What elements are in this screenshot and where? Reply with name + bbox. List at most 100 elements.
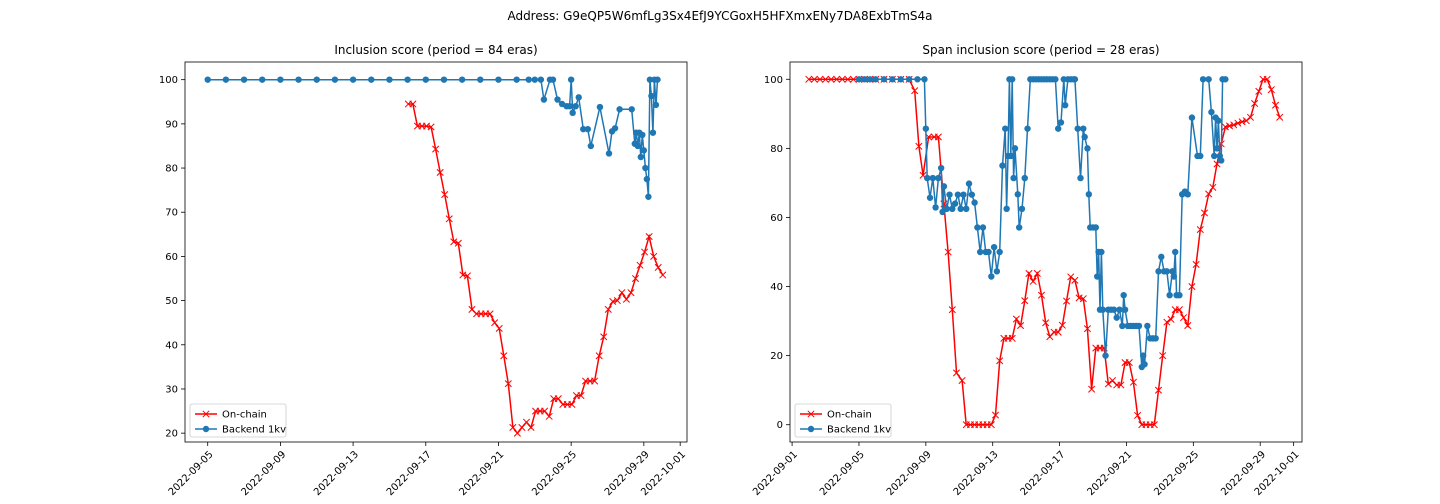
- data-point: [643, 175, 651, 183]
- data-point: [1221, 123, 1229, 131]
- data-point: [386, 76, 393, 83]
- data-point: [911, 87, 919, 95]
- data-point: [1246, 113, 1255, 121]
- y-tick-label: 60: [770, 213, 783, 224]
- data-point: [222, 76, 230, 83]
- data-point: [1116, 306, 1123, 313]
- data-point: [976, 248, 984, 256]
- x-tick-label: 2022-09-13: [952, 449, 1001, 498]
- data-point: [1104, 380, 1112, 388]
- data-point: [940, 183, 948, 190]
- data-point: [991, 411, 1000, 419]
- data-point: [649, 129, 657, 136]
- data-point: [313, 76, 320, 83]
- data-point: [1155, 268, 1162, 275]
- data-point: [504, 380, 512, 388]
- data-point: [1010, 174, 1017, 182]
- data-point: [491, 319, 499, 327]
- y-tick-label: 80: [165, 164, 178, 175]
- data-point: [641, 248, 649, 256]
- data-point: [932, 204, 939, 211]
- data-point: [518, 423, 526, 431]
- data-point: [1024, 125, 1031, 132]
- data-point: [277, 76, 284, 83]
- data-point: [1222, 76, 1229, 83]
- x-tick-label: 2022-09-13: [312, 449, 361, 498]
- data-point: [937, 164, 945, 172]
- data-point: [1113, 314, 1120, 321]
- data-point: [988, 273, 995, 280]
- data-point: [1054, 125, 1062, 132]
- data-point: [1077, 174, 1084, 182]
- data-point: [1008, 334, 1016, 342]
- data-point: [1211, 152, 1218, 160]
- data-point: [1196, 225, 1204, 234]
- x-tick-label: 2022-09-09: [239, 449, 288, 498]
- data-point: [1176, 291, 1183, 299]
- data-point: [513, 429, 521, 437]
- data-point: [349, 76, 357, 83]
- data-point: [880, 76, 888, 83]
- legend-marker: [202, 410, 210, 418]
- data-point: [654, 263, 662, 272]
- data-point: [509, 423, 517, 431]
- data-point: [627, 289, 635, 297]
- data-point: [458, 76, 466, 83]
- legend-label: On-chain: [827, 410, 872, 421]
- data-point: [549, 76, 557, 83]
- data-point: [404, 76, 411, 83]
- data-point: [1276, 113, 1284, 121]
- data-point: [259, 76, 266, 83]
- data-point: [654, 76, 661, 83]
- data-point: [954, 191, 962, 198]
- data-point: [1180, 314, 1188, 322]
- legend-label: Backend 1kv: [222, 425, 286, 436]
- data-point: [951, 200, 959, 207]
- data-point: [537, 76, 545, 83]
- legend-marker: [807, 410, 815, 418]
- data-point: [1071, 76, 1079, 83]
- data-point: [1021, 174, 1028, 182]
- legend-marker: [807, 425, 815, 433]
- data-point: [477, 76, 484, 83]
- data-point: [1208, 108, 1215, 116]
- axes-frame: [184, 61, 688, 443]
- data-point: [952, 369, 961, 377]
- x-tick-label: 2022-09-01: [751, 449, 800, 498]
- data-point: [1158, 253, 1165, 261]
- data-point: [985, 248, 992, 256]
- data-point: [204, 76, 211, 83]
- y-tick-label: 20: [770, 351, 783, 362]
- data-point: [1129, 378, 1137, 386]
- data-point: [1188, 114, 1196, 121]
- data-point: [575, 94, 582, 101]
- data-point: [500, 352, 508, 360]
- data-point: [1012, 315, 1020, 323]
- data-point: [996, 248, 1003, 256]
- data-point: [604, 305, 612, 313]
- data-point: [409, 100, 417, 108]
- data-point: [849, 75, 857, 83]
- data-point: [577, 392, 585, 400]
- y-tick-label: 50: [165, 296, 178, 307]
- data-point: [922, 125, 930, 132]
- data-point: [963, 205, 970, 213]
- y-tick-label: 40: [165, 340, 178, 351]
- data-point: [1083, 325, 1092, 333]
- data-point: [1169, 268, 1176, 275]
- data-point: [1242, 117, 1250, 125]
- data-point: [1015, 224, 1023, 231]
- data-point: [1251, 99, 1259, 108]
- data-point: [993, 268, 1001, 275]
- data-point: [1121, 306, 1129, 313]
- data-point: [1213, 145, 1221, 152]
- y-tick-label: 60: [165, 252, 178, 263]
- x-tick-label: 2022-09-05: [818, 449, 867, 498]
- data-point: [1209, 183, 1217, 191]
- data-point: [968, 191, 976, 198]
- data-point: [1184, 191, 1191, 198]
- y-tick-label: 20: [165, 429, 178, 440]
- data-point: [996, 357, 1004, 365]
- data-point: [921, 76, 928, 83]
- y-tick-label: 40: [770, 282, 783, 293]
